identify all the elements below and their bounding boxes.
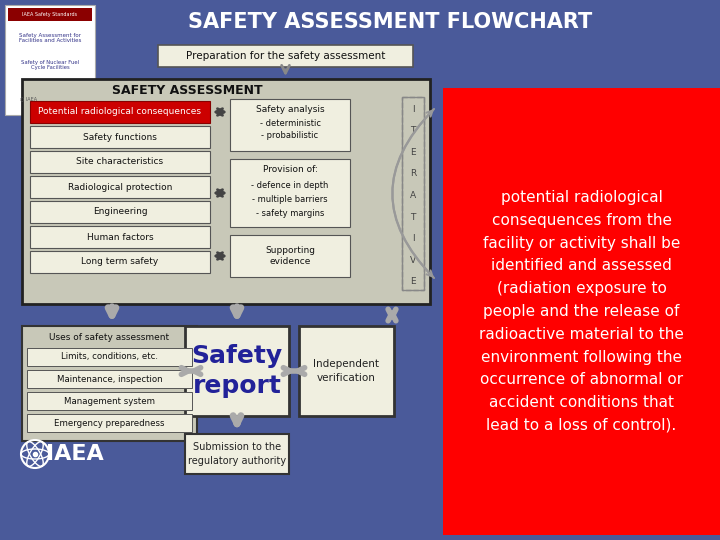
- Text: A: A: [410, 191, 416, 200]
- FancyBboxPatch shape: [402, 97, 424, 290]
- FancyBboxPatch shape: [30, 251, 210, 273]
- Text: - probabilistic: - probabilistic: [261, 132, 318, 140]
- FancyBboxPatch shape: [30, 226, 210, 248]
- FancyBboxPatch shape: [30, 201, 210, 223]
- FancyBboxPatch shape: [27, 392, 192, 410]
- FancyBboxPatch shape: [5, 5, 95, 115]
- Text: Supporting
evidence: Supporting evidence: [265, 246, 315, 266]
- FancyBboxPatch shape: [230, 99, 350, 151]
- Text: Human factors: Human factors: [86, 233, 153, 241]
- FancyBboxPatch shape: [8, 8, 92, 21]
- Text: Uses of safety assessment: Uses of safety assessment: [50, 333, 170, 341]
- FancyBboxPatch shape: [22, 326, 197, 441]
- Text: SAFETY ASSESSMENT: SAFETY ASSESSMENT: [112, 84, 262, 98]
- Text: Emergency preparedness: Emergency preparedness: [54, 418, 165, 428]
- Text: Preparation for the safety assessment: Preparation for the safety assessment: [186, 51, 385, 61]
- Text: E: E: [410, 148, 416, 157]
- FancyBboxPatch shape: [27, 370, 192, 388]
- Text: Safety Assessment for
Facilities and Activities: Safety Assessment for Facilities and Act…: [19, 32, 81, 43]
- FancyBboxPatch shape: [27, 348, 192, 366]
- Text: Independent
verification: Independent verification: [313, 359, 379, 383]
- Text: Provision of:: Provision of:: [263, 165, 318, 174]
- FancyBboxPatch shape: [299, 326, 394, 416]
- Text: - defence in depth: - defence in depth: [251, 180, 329, 190]
- Text: Engineering: Engineering: [93, 207, 148, 217]
- FancyBboxPatch shape: [30, 176, 210, 198]
- Text: R: R: [410, 170, 416, 178]
- FancyBboxPatch shape: [22, 79, 430, 304]
- Text: Safety functions: Safety functions: [83, 132, 157, 141]
- Text: Submission to the
regulatory authority: Submission to the regulatory authority: [188, 442, 286, 466]
- Text: Potential radiological consequences: Potential radiological consequences: [38, 107, 202, 117]
- Text: Safety
report: Safety report: [192, 344, 282, 398]
- FancyBboxPatch shape: [230, 235, 350, 277]
- Text: E: E: [410, 278, 416, 287]
- Text: Limits, conditions, etc.: Limits, conditions, etc.: [61, 353, 158, 361]
- Text: ○ IAEA: ○ IAEA: [20, 97, 37, 102]
- FancyBboxPatch shape: [185, 326, 289, 416]
- Text: Site characteristics: Site characteristics: [76, 158, 163, 166]
- Text: I: I: [412, 234, 414, 243]
- FancyBboxPatch shape: [30, 126, 210, 148]
- Text: potential radiological
consequences from the
facility or activity shall be
ident: potential radiological consequences from…: [479, 190, 684, 433]
- Text: I: I: [412, 105, 414, 113]
- Text: - deterministic: - deterministic: [259, 118, 320, 127]
- FancyBboxPatch shape: [30, 151, 210, 173]
- Text: SAFETY ASSESSMENT FLOWCHART: SAFETY ASSESSMENT FLOWCHART: [188, 12, 592, 32]
- Text: Safety of Nuclear Fuel
Cycle Facilities: Safety of Nuclear Fuel Cycle Facilities: [21, 59, 79, 70]
- FancyBboxPatch shape: [443, 88, 720, 535]
- Text: T: T: [410, 213, 415, 221]
- Text: Long term safety: Long term safety: [81, 258, 158, 267]
- Text: Safety analysis: Safety analysis: [256, 105, 324, 114]
- Text: - safety margins: - safety margins: [256, 208, 324, 218]
- Text: V: V: [410, 256, 416, 265]
- FancyBboxPatch shape: [230, 159, 350, 227]
- Text: Management system: Management system: [64, 396, 155, 406]
- Text: IAEA Safety Standards: IAEA Safety Standards: [22, 12, 78, 17]
- FancyBboxPatch shape: [27, 414, 192, 432]
- Text: Maintenance, inspection: Maintenance, inspection: [57, 375, 162, 383]
- FancyBboxPatch shape: [158, 45, 413, 67]
- Text: IAEA: IAEA: [46, 444, 104, 464]
- Text: Radiological protection: Radiological protection: [68, 183, 172, 192]
- FancyBboxPatch shape: [30, 101, 210, 123]
- Text: - multiple barriers: - multiple barriers: [252, 194, 328, 204]
- FancyBboxPatch shape: [185, 434, 289, 474]
- Text: T: T: [410, 126, 415, 135]
